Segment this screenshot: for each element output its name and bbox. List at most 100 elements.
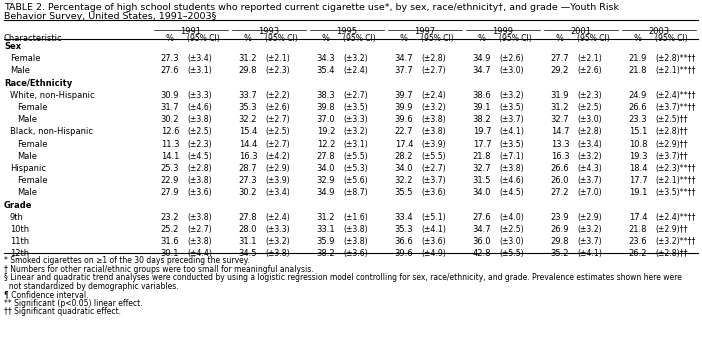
Text: 35.3: 35.3 [239, 103, 257, 112]
Text: (±4.1): (±4.1) [499, 127, 524, 136]
Text: (±2.4): (±2.4) [421, 91, 446, 100]
Text: (±3.0): (±3.0) [499, 66, 524, 75]
Text: (±3.7)**††: (±3.7)**†† [655, 103, 696, 112]
Text: 17.7: 17.7 [472, 140, 491, 149]
Text: (±5.5): (±5.5) [499, 250, 524, 258]
Text: (±2.9): (±2.9) [577, 213, 602, 222]
Text: (±3.2): (±3.2) [343, 127, 368, 136]
Text: (±2.7): (±2.7) [421, 164, 446, 173]
Text: 32.9: 32.9 [317, 176, 335, 185]
Text: 35.5: 35.5 [395, 188, 413, 197]
Text: 30.2: 30.2 [239, 188, 257, 197]
Text: %: % [400, 34, 408, 43]
Text: 12.6: 12.6 [161, 127, 179, 136]
Text: Black, non-Hispanic: Black, non-Hispanic [10, 127, 93, 136]
Text: 31.9: 31.9 [550, 91, 569, 100]
Text: 33.1: 33.1 [317, 225, 336, 234]
Text: 22.7: 22.7 [395, 127, 413, 136]
Text: (±2.7): (±2.7) [343, 91, 368, 100]
Text: 21.9: 21.9 [629, 54, 647, 63]
Text: TABLE 2. Percentage of high school students who reported current cigarette use*,: TABLE 2. Percentage of high school stude… [4, 3, 619, 12]
Text: (±2.8): (±2.8) [187, 164, 212, 173]
Text: 27.7: 27.7 [550, 54, 569, 63]
Text: 34.7: 34.7 [472, 225, 491, 234]
Text: 39.1: 39.1 [472, 103, 491, 112]
Text: (±2.8)**††: (±2.8)**†† [655, 54, 696, 63]
Text: 31.5: 31.5 [472, 176, 491, 185]
Text: 27.6: 27.6 [161, 66, 179, 75]
Text: (±2.7): (±2.7) [187, 225, 212, 234]
Text: (±2.7): (±2.7) [265, 140, 290, 149]
Text: (±3.1): (±3.1) [187, 66, 212, 75]
Text: (±3.8): (±3.8) [187, 176, 212, 185]
Text: (±3.6): (±3.6) [187, 188, 212, 197]
Text: Female: Female [17, 140, 48, 149]
Text: (±2.1): (±2.1) [265, 54, 290, 63]
Text: (±3.8): (±3.8) [265, 250, 290, 258]
Text: (±3.9): (±3.9) [421, 140, 446, 149]
Text: Race/Ethnicity: Race/Ethnicity [4, 79, 72, 88]
Text: (±3.3): (±3.3) [187, 91, 212, 100]
Text: %: % [244, 34, 252, 43]
Text: 39.9: 39.9 [395, 103, 413, 112]
Text: 29.2: 29.2 [551, 66, 569, 75]
Text: (±2.3): (±2.3) [577, 91, 602, 100]
Text: 34.5: 34.5 [239, 250, 257, 258]
Text: 14.7: 14.7 [550, 127, 569, 136]
Text: (±7.1): (±7.1) [499, 152, 524, 161]
Text: Behavior Survey, United States, 1991–2003§: Behavior Survey, United States, 1991–200… [4, 12, 216, 21]
Text: Sex: Sex [4, 42, 21, 51]
Text: (95% CI): (95% CI) [655, 34, 688, 43]
Text: (±3.7): (±3.7) [421, 176, 446, 185]
Text: 23.3: 23.3 [628, 115, 647, 124]
Text: 35.9: 35.9 [317, 237, 335, 246]
Text: (±2.3): (±2.3) [265, 66, 290, 75]
Text: 36.0: 36.0 [472, 237, 491, 246]
Text: 32.7: 32.7 [472, 164, 491, 173]
Text: (±2.5): (±2.5) [265, 127, 290, 136]
Text: (±3.5)**††: (±3.5)**†† [655, 188, 696, 197]
Text: (±4.1): (±4.1) [577, 250, 602, 258]
Text: 1999: 1999 [493, 27, 513, 36]
Text: (±2.4): (±2.4) [343, 66, 368, 75]
Text: (±4.6): (±4.6) [187, 103, 212, 112]
Text: 29.8: 29.8 [550, 237, 569, 246]
Text: 28.2: 28.2 [395, 152, 413, 161]
Text: Hispanic: Hispanic [10, 164, 46, 173]
Text: not standardized by demographic variables.: not standardized by demographic variable… [4, 282, 178, 291]
Text: 39.8: 39.8 [317, 103, 336, 112]
Text: (±4.1): (±4.1) [421, 225, 446, 234]
Text: (±4.0): (±4.0) [499, 213, 524, 222]
Text: * Smoked cigarettes on ≥1 of the 30 days preceding the survey.: * Smoked cigarettes on ≥1 of the 30 days… [4, 257, 249, 265]
Text: (±2.6): (±2.6) [265, 103, 290, 112]
Text: 14.1: 14.1 [161, 152, 179, 161]
Text: 30.2: 30.2 [161, 115, 179, 124]
Text: 32.2: 32.2 [239, 115, 257, 124]
Text: 16.3: 16.3 [239, 152, 257, 161]
Text: 38.3: 38.3 [317, 91, 336, 100]
Text: (95% CI): (95% CI) [421, 34, 454, 43]
Text: (±2.8): (±2.8) [421, 54, 446, 63]
Text: Male: Male [17, 115, 37, 124]
Text: 21.8: 21.8 [629, 225, 647, 234]
Text: %: % [166, 34, 174, 43]
Text: (±2.1): (±2.1) [577, 54, 602, 63]
Text: Grade: Grade [4, 201, 32, 210]
Text: 15.1: 15.1 [629, 127, 647, 136]
Text: 34.7: 34.7 [472, 66, 491, 75]
Text: (±2.4): (±2.4) [265, 213, 290, 222]
Text: 26.6: 26.6 [628, 103, 647, 112]
Text: 34.0: 34.0 [317, 164, 335, 173]
Text: 34.3: 34.3 [317, 54, 336, 63]
Text: (±2.1)**††: (±2.1)**†† [655, 176, 696, 185]
Text: Male: Male [17, 152, 37, 161]
Text: 18.4: 18.4 [629, 164, 647, 173]
Text: (±2.7): (±2.7) [421, 66, 446, 75]
Text: Female: Female [17, 103, 48, 112]
Text: (±3.4): (±3.4) [265, 188, 290, 197]
Text: (±2.6): (±2.6) [577, 66, 602, 75]
Text: %: % [556, 34, 564, 43]
Text: 39.6: 39.6 [395, 115, 413, 124]
Text: 1991: 1991 [180, 27, 201, 36]
Text: 33.4: 33.4 [395, 213, 413, 222]
